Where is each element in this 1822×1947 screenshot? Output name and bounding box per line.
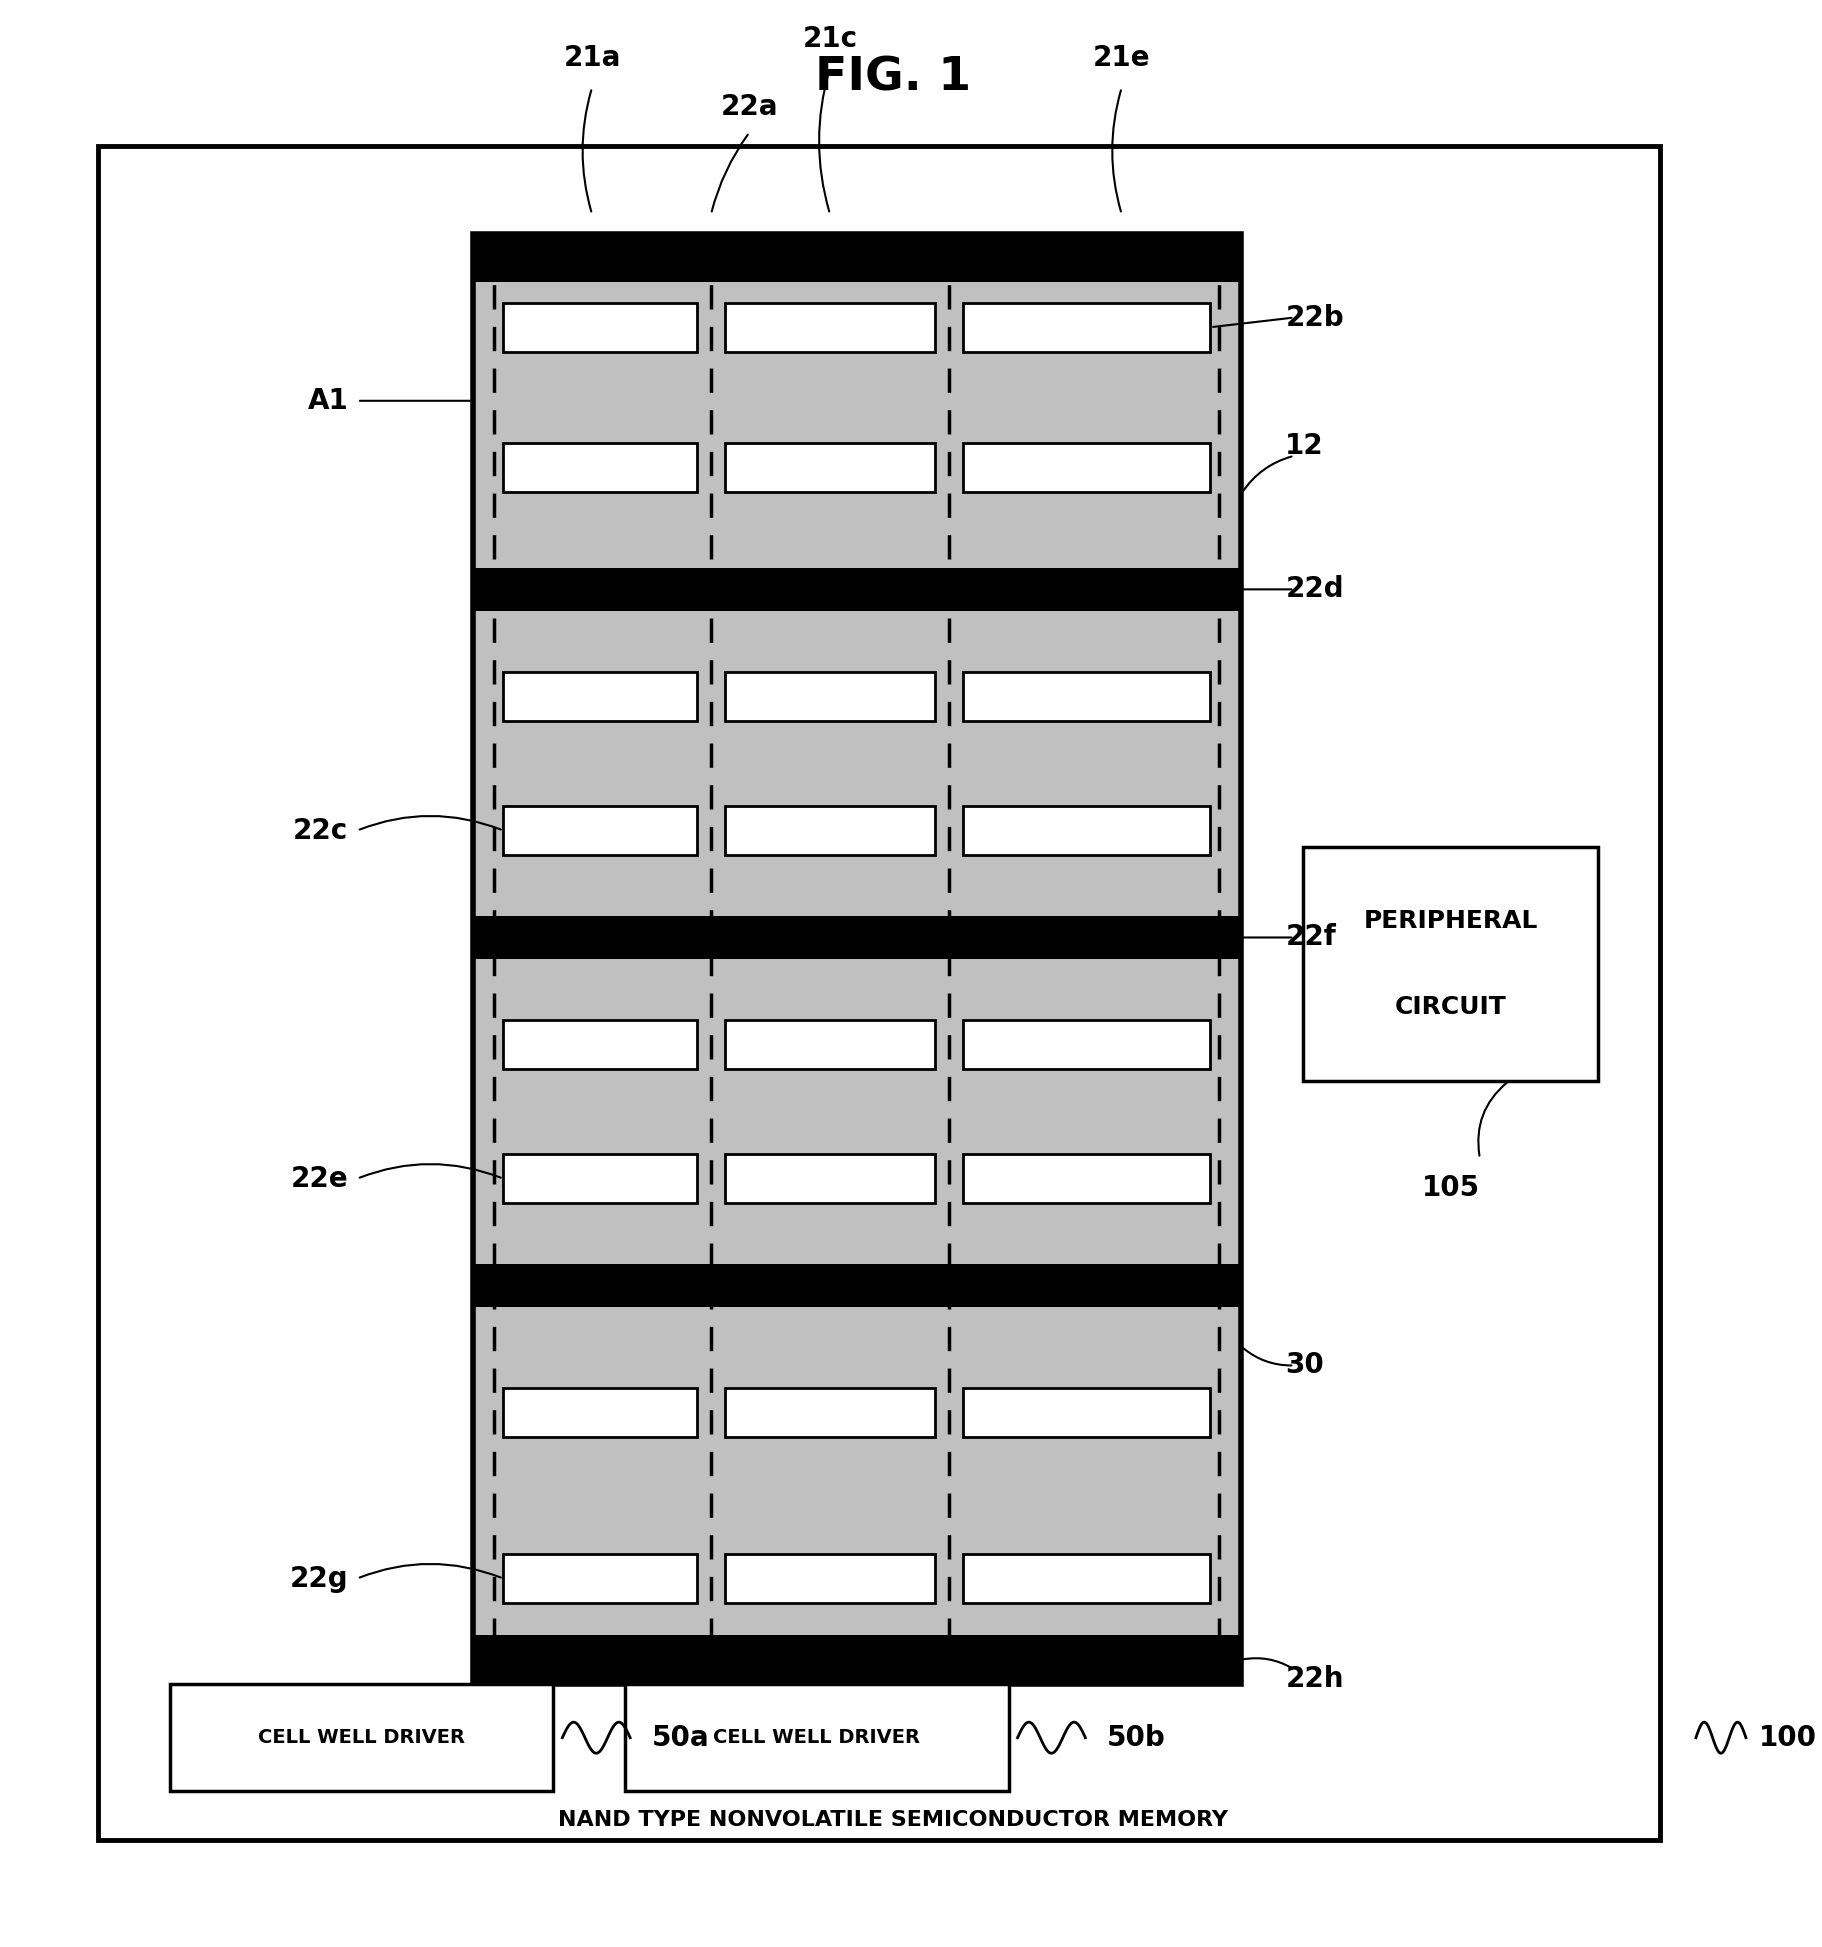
Bar bbox=[725, 444, 935, 493]
Text: 105: 105 bbox=[1421, 1174, 1479, 1201]
Bar bbox=[725, 1020, 935, 1069]
Text: CELL WELL DRIVER: CELL WELL DRIVER bbox=[712, 1729, 920, 1746]
Text: CELL WELL DRIVER: CELL WELL DRIVER bbox=[259, 1729, 465, 1746]
Text: PERIPHERAL: PERIPHERAL bbox=[1363, 909, 1538, 933]
Bar bbox=[474, 569, 1241, 611]
Text: 100: 100 bbox=[1758, 1723, 1817, 1752]
Bar bbox=[964, 672, 1210, 720]
Text: 21a: 21a bbox=[563, 45, 621, 72]
Text: 22f: 22f bbox=[1285, 923, 1336, 952]
Bar bbox=[725, 1554, 935, 1602]
Text: 21e: 21e bbox=[1093, 45, 1150, 72]
Text: 22h: 22h bbox=[1285, 1665, 1345, 1694]
Bar bbox=[503, 304, 696, 352]
Bar bbox=[503, 1155, 696, 1203]
Text: 22d: 22d bbox=[1285, 576, 1345, 604]
Bar bbox=[725, 672, 935, 720]
Bar bbox=[964, 1554, 1210, 1602]
Text: 12: 12 bbox=[1285, 432, 1325, 459]
Text: NAND TYPE NONVOLATILE SEMICONDUCTOR MEMORY: NAND TYPE NONVOLATILE SEMICONDUCTOR MEMO… bbox=[558, 1811, 1228, 1830]
Text: 22g: 22g bbox=[290, 1565, 348, 1593]
Bar bbox=[964, 444, 1210, 493]
Bar bbox=[503, 1020, 696, 1069]
Bar bbox=[503, 806, 696, 855]
Bar bbox=[474, 234, 1241, 1684]
Text: CIRCUIT: CIRCUIT bbox=[1394, 995, 1507, 1018]
Bar bbox=[964, 1020, 1210, 1069]
Text: FIG. 1: FIG. 1 bbox=[814, 55, 971, 101]
Bar bbox=[964, 1388, 1210, 1437]
Bar bbox=[503, 672, 696, 720]
Bar bbox=[503, 1388, 696, 1437]
Text: 50b: 50b bbox=[1106, 1723, 1166, 1752]
Text: 22b: 22b bbox=[1285, 304, 1345, 331]
Bar bbox=[503, 1554, 696, 1602]
Bar bbox=[474, 234, 1241, 282]
Bar bbox=[964, 304, 1210, 352]
Bar bbox=[474, 915, 1241, 958]
Bar bbox=[474, 1635, 1241, 1684]
Bar bbox=[725, 1155, 935, 1203]
Text: 22c: 22c bbox=[293, 816, 348, 845]
Text: 30: 30 bbox=[1285, 1351, 1325, 1378]
Bar bbox=[964, 806, 1210, 855]
Text: 21c: 21c bbox=[802, 25, 858, 53]
Text: 22e: 22e bbox=[290, 1164, 348, 1194]
Bar bbox=[169, 1684, 554, 1791]
Bar bbox=[474, 1264, 1241, 1306]
Bar bbox=[725, 1388, 935, 1437]
Bar bbox=[964, 1155, 1210, 1203]
Bar bbox=[98, 146, 1660, 1840]
Bar bbox=[725, 806, 935, 855]
Bar bbox=[725, 304, 935, 352]
Text: 22a: 22a bbox=[722, 93, 778, 121]
Text: 50a: 50a bbox=[652, 1723, 709, 1752]
Text: A1: A1 bbox=[308, 387, 348, 415]
Bar bbox=[503, 444, 696, 493]
Bar bbox=[625, 1684, 1009, 1791]
Bar bbox=[1303, 847, 1598, 1081]
